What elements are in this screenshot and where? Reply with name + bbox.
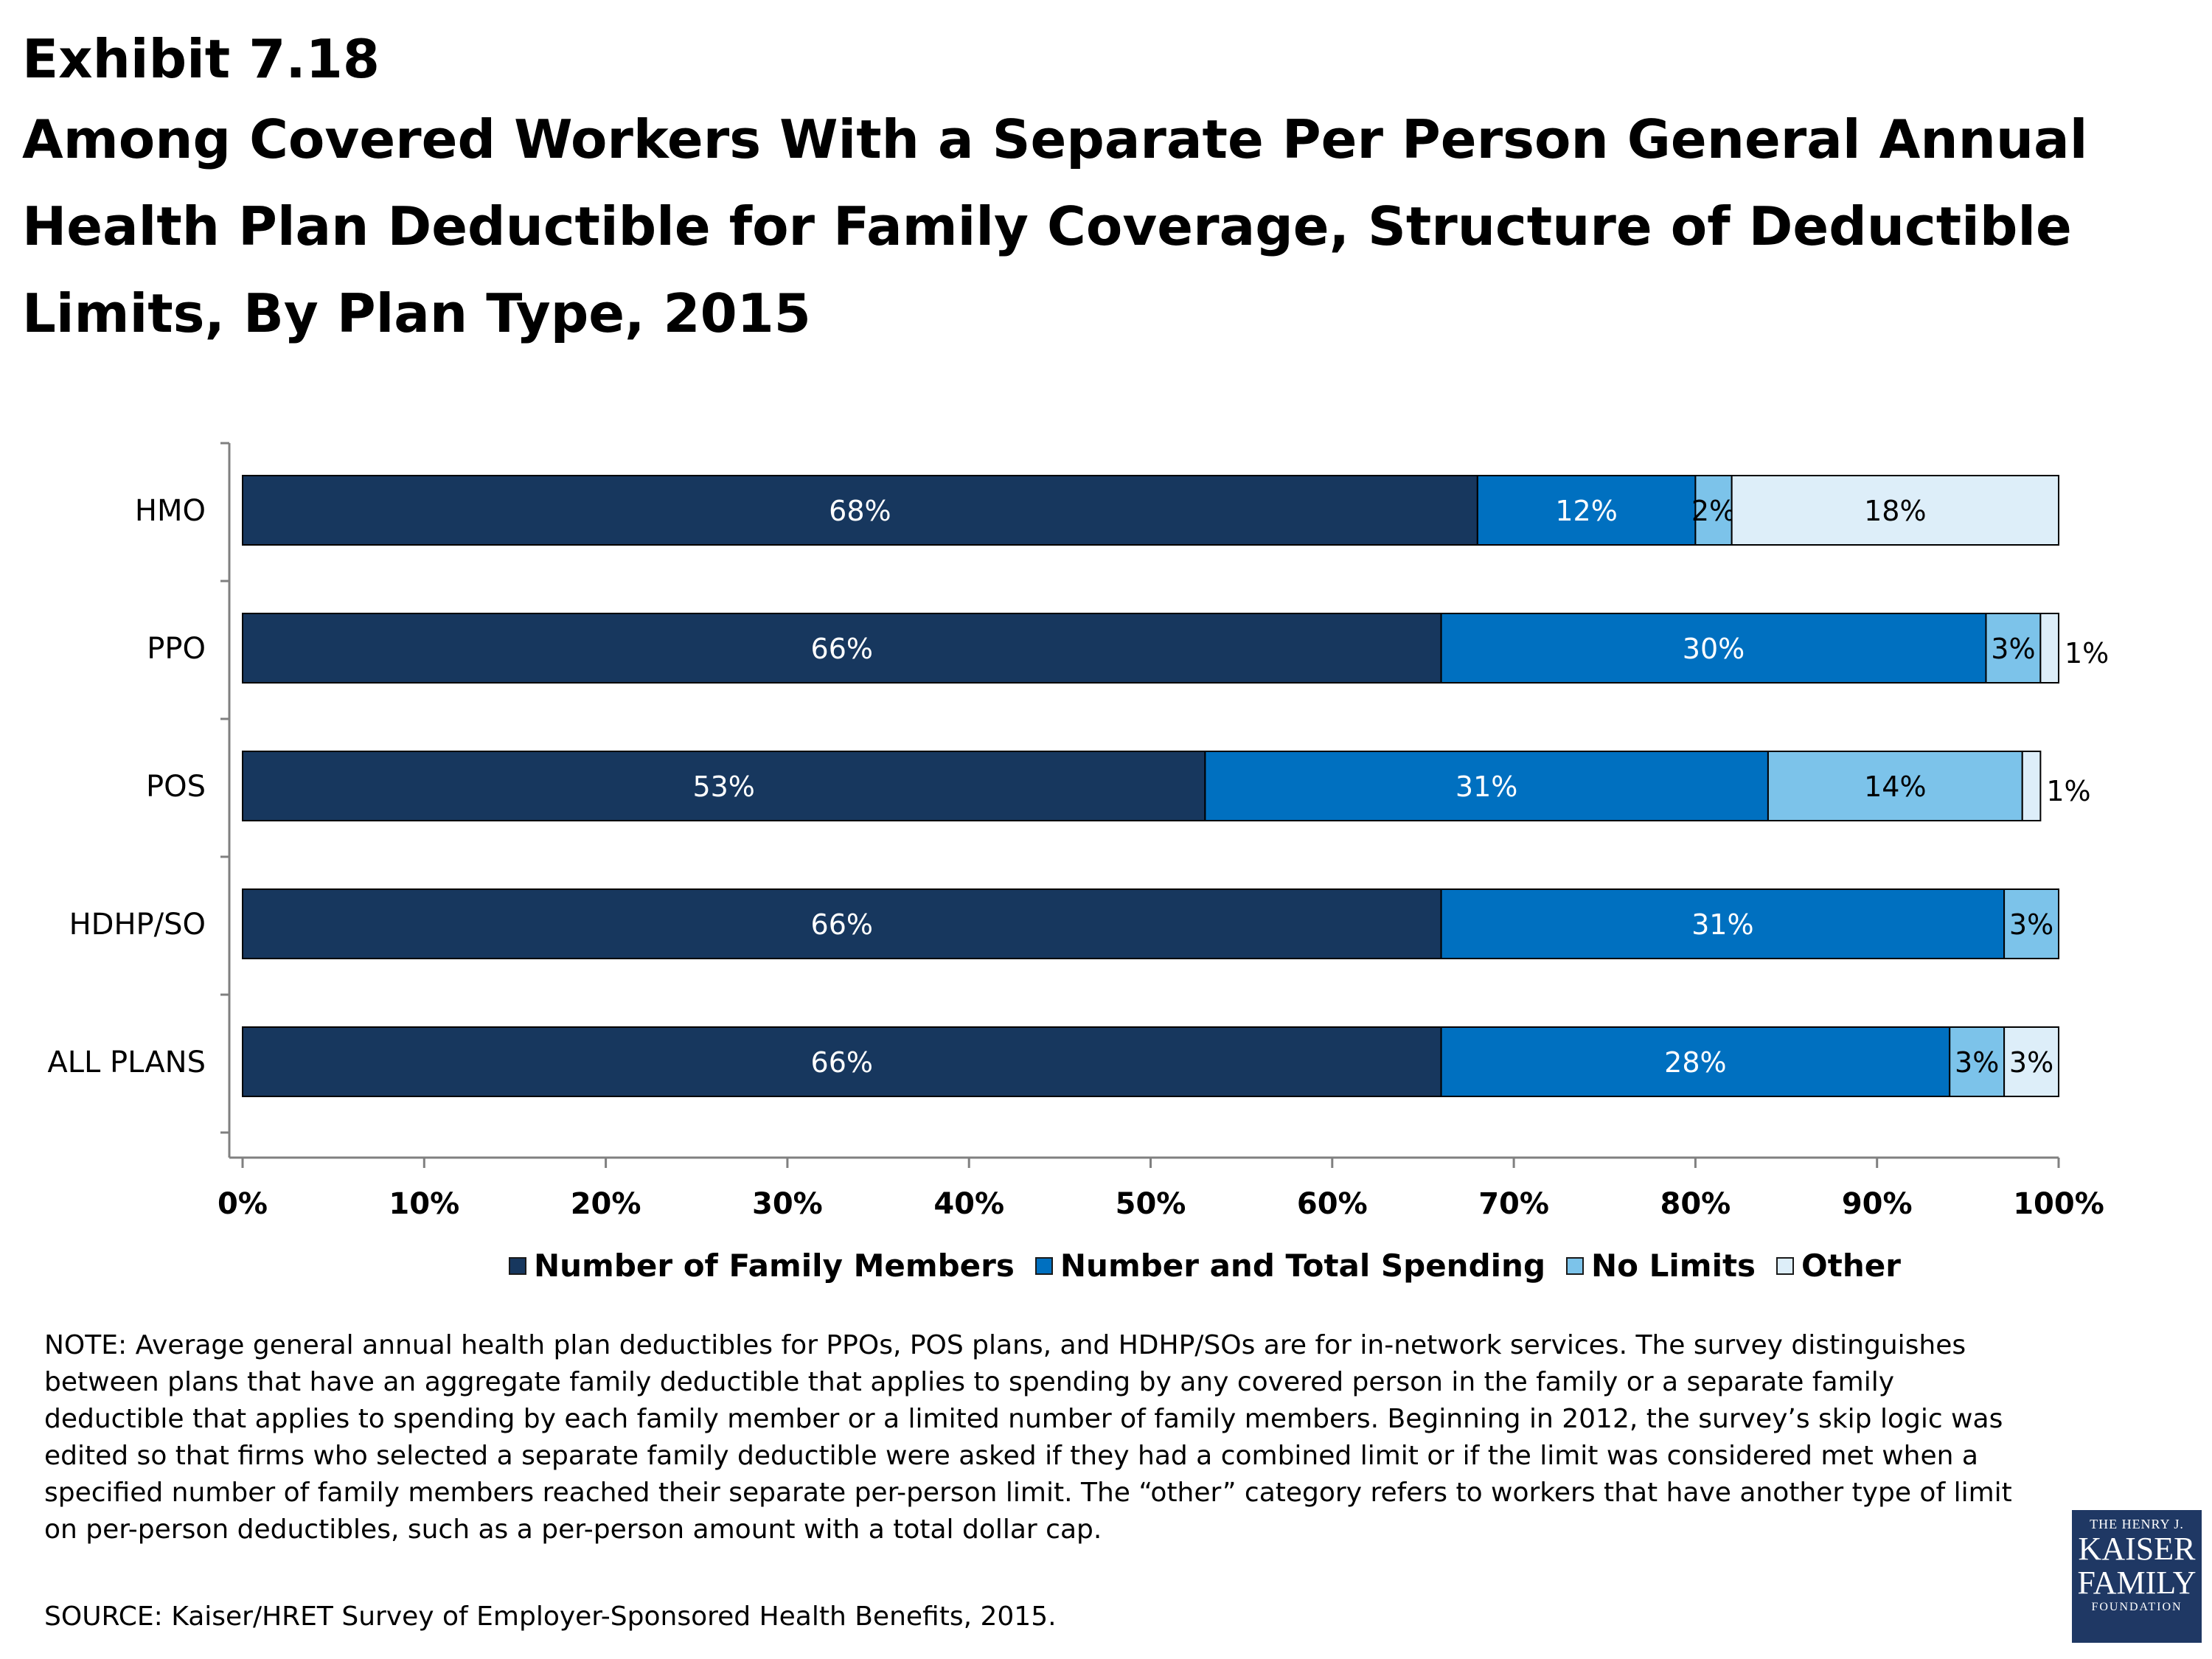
legend-item: No Limits xyxy=(1566,1248,1756,1284)
data-label: 18% xyxy=(1864,495,1926,527)
bar-segment xyxy=(2003,888,2060,959)
logo-line-3: FAMILY xyxy=(2077,1565,2197,1601)
bar-segment xyxy=(2039,613,2060,684)
logo-line-4: FOUNDATION xyxy=(2091,1601,2183,1613)
x-tick-label: 10% xyxy=(389,1187,459,1221)
data-label: 28% xyxy=(1664,1046,1726,1079)
data-label: 66% xyxy=(811,1046,873,1079)
bar-segment xyxy=(1204,751,1769,821)
legend-label: No Limits xyxy=(1591,1248,1756,1284)
bar-segment xyxy=(1476,475,1697,546)
logo-line-2: KAISER xyxy=(2078,1531,2196,1567)
data-label: 2% xyxy=(1691,495,1736,527)
legend-swatch xyxy=(509,1256,526,1275)
bar-segment xyxy=(1731,475,2059,546)
bar-segment xyxy=(1440,613,1987,684)
bar-segment xyxy=(242,888,1442,959)
bar-segment xyxy=(242,1026,1442,1097)
data-label: 1% xyxy=(2065,637,2109,669)
data-label: 12% xyxy=(1555,495,1617,527)
x-tick-label: 20% xyxy=(571,1187,641,1221)
x-tick-label: 60% xyxy=(1297,1187,1368,1221)
bar-segment xyxy=(1694,475,1733,546)
legend-item: Other xyxy=(1776,1248,1901,1284)
category-label: POS xyxy=(146,770,206,804)
data-label: 31% xyxy=(1691,908,1753,941)
x-tick-label: 90% xyxy=(1842,1187,1913,1221)
legend-label: Number and Total Spending xyxy=(1060,1248,1546,1284)
category-label: PPO xyxy=(147,632,206,666)
category-label: ALL PLANS xyxy=(47,1046,206,1079)
data-label: 30% xyxy=(1683,633,1745,665)
source-text: SOURCE: Kaiser/HRET Survey of Employer-S… xyxy=(44,1601,1057,1632)
kff-logo: THE HENRY J. KAISER FAMILY FOUNDATION xyxy=(2072,1510,2202,1643)
bar-segment xyxy=(242,751,1206,821)
logo-line-1: THE HENRY J. xyxy=(2090,1517,2184,1531)
data-label: 3% xyxy=(1955,1046,1999,1079)
bar-segment xyxy=(1767,751,2023,821)
title-block: Exhibit 7.18 Among Covered Workers With … xyxy=(22,22,2190,357)
x-tick-label: 80% xyxy=(1660,1187,1731,1221)
note-text: NOTE: Average general annual health plan… xyxy=(44,1330,2012,1545)
bar-segment xyxy=(2021,751,2042,821)
data-label: 1% xyxy=(2046,775,2090,807)
legend-label: Other xyxy=(1801,1248,1901,1284)
x-tick-label: 40% xyxy=(933,1187,1004,1221)
chart-legend: Number of Family Members Number and Total… xyxy=(509,1248,1921,1284)
x-tick-label: 30% xyxy=(752,1187,823,1221)
category-label: HMO xyxy=(135,494,206,528)
legend-swatch xyxy=(1776,1256,1795,1275)
bar-segment xyxy=(2003,1026,2060,1097)
x-tick-label: 0% xyxy=(218,1187,268,1221)
legend-swatch xyxy=(1566,1256,1585,1275)
bar-segment xyxy=(1985,613,2042,684)
data-label: 66% xyxy=(811,633,873,665)
bar-segment xyxy=(242,475,1478,546)
bar-segment xyxy=(242,613,1442,684)
legend-item: Number of Family Members xyxy=(509,1248,1015,1284)
stacked-bar-chart: 0% 10% 20% 30% 40% 50% 60% 70% 80% 90% 100% HMO 68% 1… xyxy=(47,442,2109,1221)
exhibit-number: Exhibit 7.18 xyxy=(22,28,380,90)
data-label: 31% xyxy=(1455,771,1517,803)
bar-segment xyxy=(1440,1026,1951,1097)
data-label: 3% xyxy=(2009,1046,2053,1079)
data-label: 3% xyxy=(2009,908,2053,941)
data-label: 14% xyxy=(1864,771,1926,803)
chart-title: Among Covered Workers With a Separate Pe… xyxy=(22,108,2088,344)
data-label: 53% xyxy=(692,771,754,803)
x-tick-label: 100% xyxy=(2013,1187,2104,1221)
category-label: HDHP/SO xyxy=(69,908,206,942)
x-tick-label: 50% xyxy=(1116,1187,1186,1221)
x-tick-label: 70% xyxy=(1478,1187,1549,1221)
legend-item: Number and Total Spending xyxy=(1034,1248,1546,1284)
data-label: 3% xyxy=(1991,633,2035,665)
legend-swatch xyxy=(1034,1256,1053,1275)
data-label: 66% xyxy=(811,908,873,941)
data-label: 68% xyxy=(829,495,891,527)
legend-label: Number of Family Members xyxy=(534,1248,1015,1284)
